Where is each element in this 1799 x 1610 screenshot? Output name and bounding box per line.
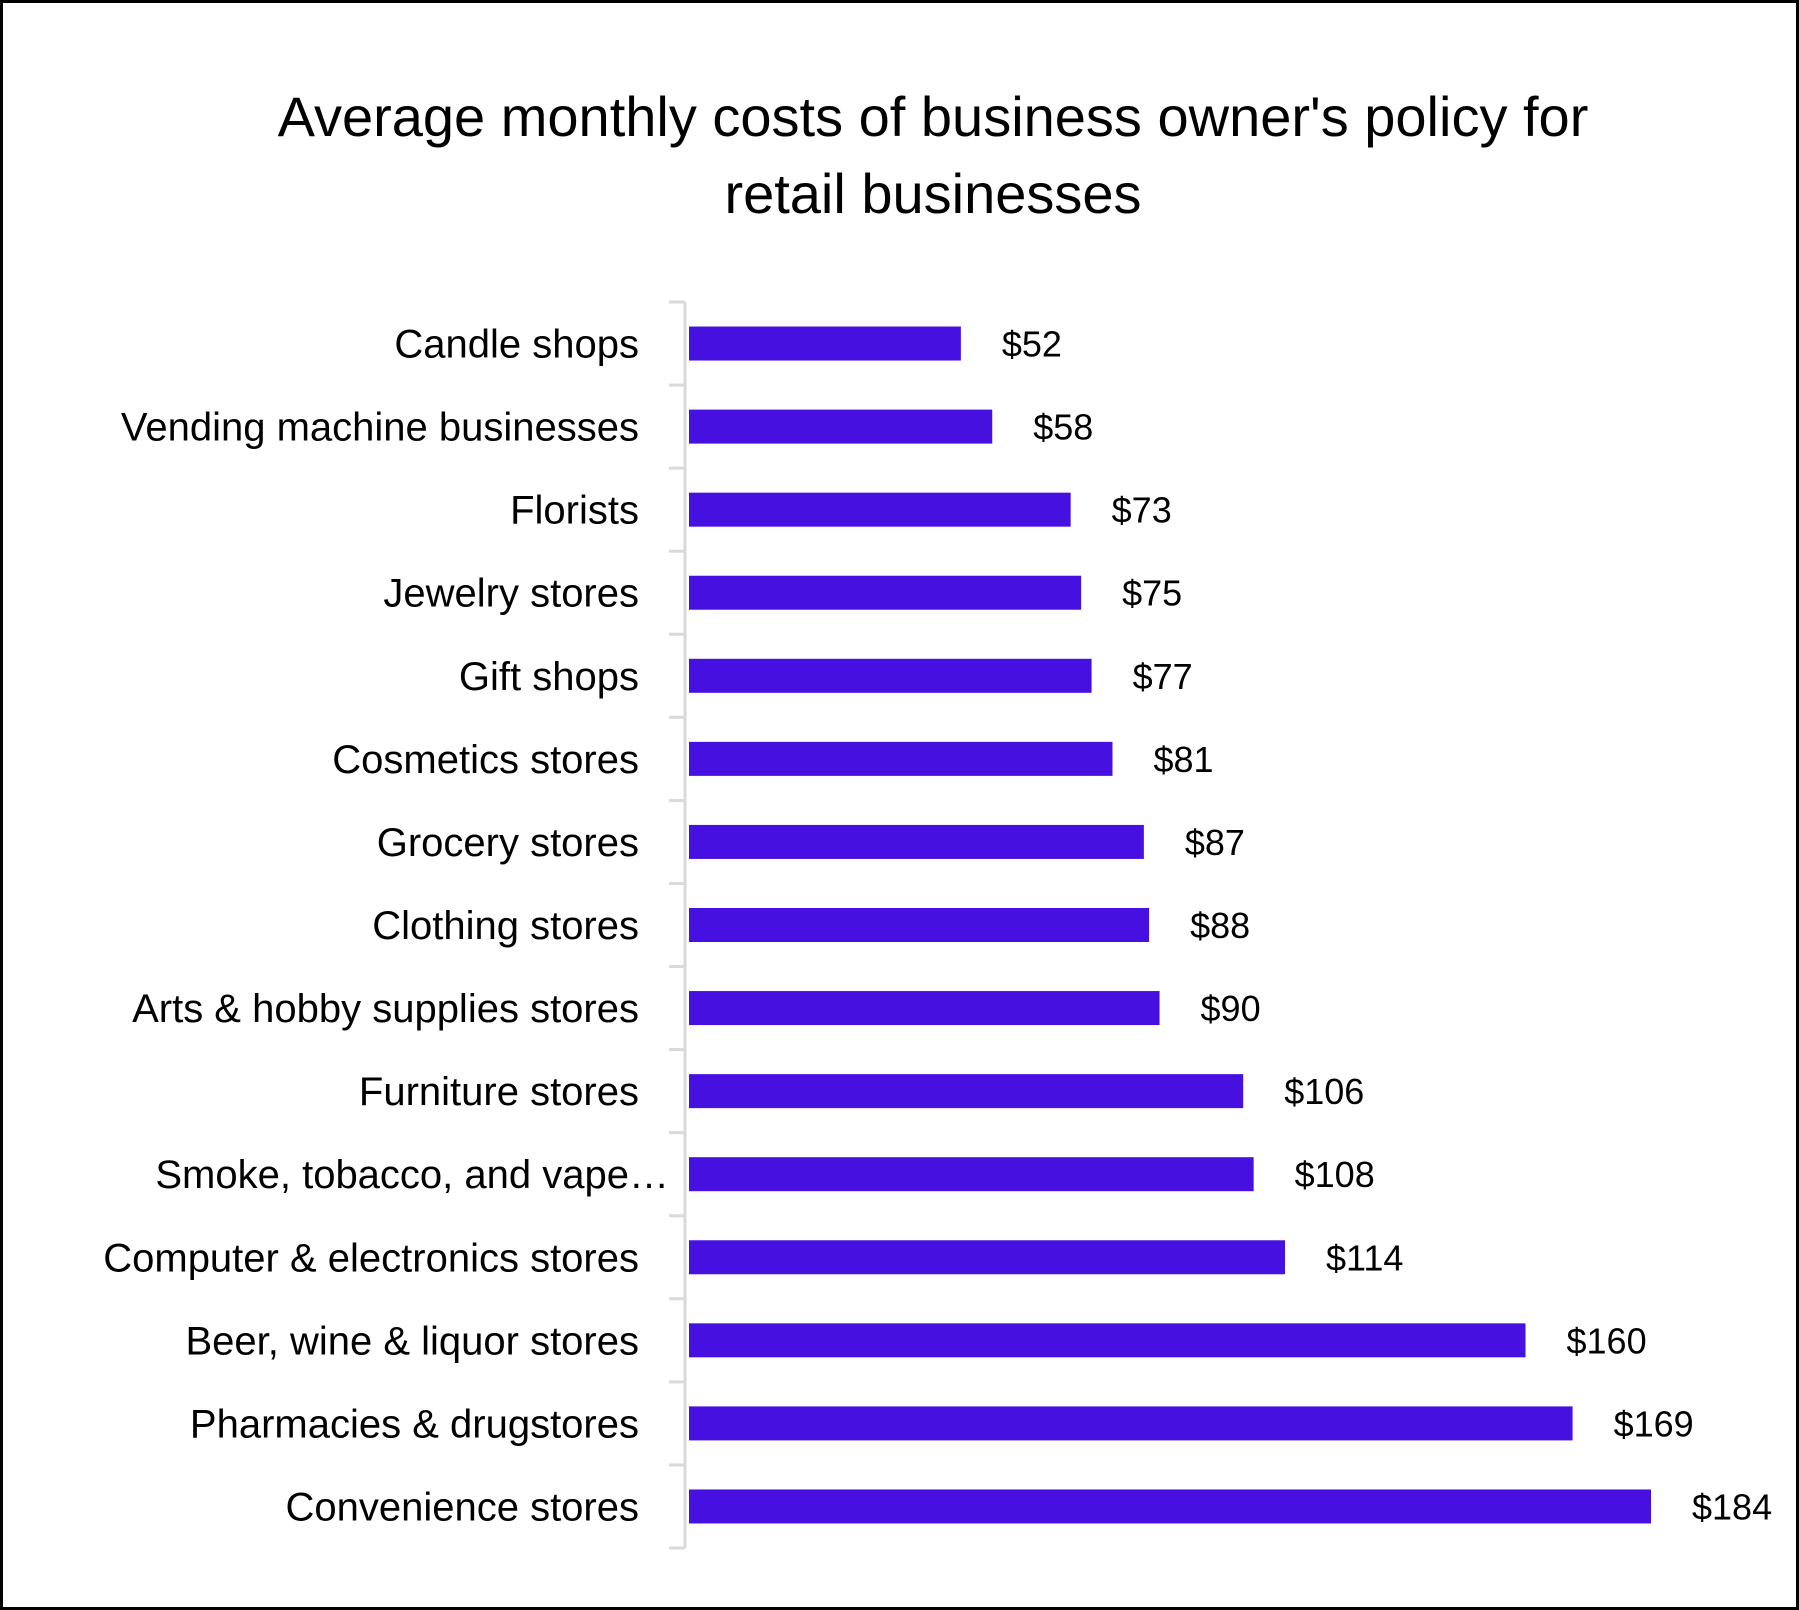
category-label: Beer, wine & liquor stores <box>185 1319 639 1363</box>
category-label: Vending machine businesses <box>121 406 639 450</box>
data-label: $169 <box>1614 1403 1694 1444</box>
data-label: $52 <box>1002 324 1062 365</box>
data-label: $77 <box>1133 656 1193 697</box>
bar <box>689 1406 1573 1441</box>
category-label: Candle shops <box>394 323 639 367</box>
category-label: Grocery stores <box>377 821 639 865</box>
data-labels: $52 $58 $73 $75 $77 $81 $87 $88 $90 $106 $108 $114 $… <box>1002 324 1772 1528</box>
data-label: $88 <box>1190 905 1250 946</box>
data-label: $90 <box>1201 988 1261 1029</box>
category-label: Smoke, tobacco, and vape… <box>155 1153 669 1197</box>
data-label: $106 <box>1284 1071 1364 1112</box>
bar <box>689 575 1082 610</box>
bars <box>689 326 1651 1524</box>
bar <box>689 908 1150 942</box>
data-label: $81 <box>1153 739 1213 780</box>
category-label: Computer & electronics stores <box>103 1236 639 1280</box>
bar <box>689 492 1071 527</box>
bar <box>689 1157 1254 1192</box>
bar <box>689 1323 1526 1358</box>
category-label: Jewelry stores <box>383 572 639 616</box>
category-label: Gift shops <box>459 655 639 699</box>
category-label: Convenience stores <box>285 1485 639 1529</box>
data-label: $75 <box>1122 573 1182 614</box>
category-axis <box>669 300 687 1550</box>
data-label: $160 <box>1567 1320 1647 1361</box>
chart-title-line-1: Average monthly costs of business owner'… <box>278 85 1589 148</box>
bar <box>689 1240 1286 1275</box>
data-label: $114 <box>1326 1237 1403 1278</box>
bar <box>689 326 961 361</box>
category-label: Florists <box>510 489 639 533</box>
chart-title-line-2: retail businesses <box>724 162 1141 225</box>
bar <box>689 1074 1244 1109</box>
bar <box>689 991 1160 1026</box>
data-label: $58 <box>1033 407 1093 448</box>
bar <box>689 658 1092 693</box>
data-label: $108 <box>1295 1154 1375 1195</box>
bar <box>689 741 1113 776</box>
category-labels: Candle shops Vending machine businesses Fl… <box>103 323 669 1530</box>
bar <box>689 409 993 444</box>
bar <box>689 824 1144 859</box>
category-label: Pharmacies & drugstores <box>190 1402 639 1446</box>
category-label: Furniture stores <box>359 1070 639 1114</box>
bar <box>689 1489 1651 1524</box>
category-label: Arts & hobby supplies stores <box>132 987 639 1031</box>
data-label: $184 <box>1692 1486 1772 1527</box>
category-label: Cosmetics stores <box>332 738 639 782</box>
data-label: $87 <box>1185 822 1245 863</box>
category-label: Clothing stores <box>372 904 639 948</box>
data-label: $73 <box>1112 490 1172 531</box>
